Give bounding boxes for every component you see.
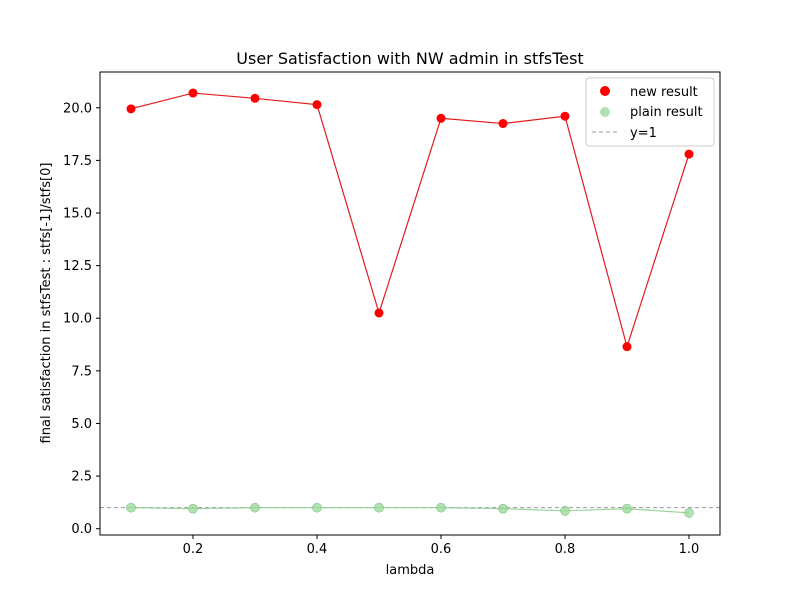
plot-area <box>100 88 720 518</box>
point-new-result <box>498 119 508 129</box>
legend-label-plain-result: plain result <box>630 105 703 120</box>
point-new-result <box>126 104 136 114</box>
x-axis-title: lambda <box>386 563 435 578</box>
point-plain-result <box>498 503 508 514</box>
y-axis-title: final satisfaction in stfsTest : stfs[-1… <box>39 163 54 444</box>
legend-marker-new-result <box>600 86 610 96</box>
point-new-result <box>312 100 322 110</box>
x-axis-ticks: 0.2 0.4 0.6 0.8 1.0 <box>183 535 700 557</box>
legend-label-reference-line: y=1 <box>630 126 657 141</box>
point-plain-result <box>560 505 570 516</box>
x-tick-label: 0.2 <box>183 542 204 557</box>
chart-title: User Satisfaction with NW admin in stfsT… <box>236 49 583 68</box>
y-tick-label: 5.0 <box>71 417 92 432</box>
y-tick-label: 7.5 <box>71 364 92 379</box>
point-plain-result <box>622 503 632 514</box>
point-plain-result <box>436 502 446 513</box>
plot-frame <box>99 71 721 536</box>
y-tick-label: 15.0 <box>63 207 92 222</box>
y-tick-label: 2.5 <box>71 470 92 485</box>
x-tick-label: 1.0 <box>679 542 700 557</box>
x-tick-label: 0.6 <box>431 542 452 557</box>
point-plain-result <box>126 502 136 513</box>
y-tick-label: 20.0 <box>63 101 92 116</box>
y-tick-label: 10.0 <box>63 312 92 327</box>
point-new-result <box>560 111 570 121</box>
legend-box <box>585 77 715 147</box>
point-new-result <box>188 88 198 98</box>
point-new-result <box>374 308 384 318</box>
y-tick-label: 17.5 <box>63 154 92 169</box>
y-tick-label: 12.5 <box>63 259 92 274</box>
legend-marker-plain-result <box>600 107 610 117</box>
point-new-result <box>622 342 632 352</box>
y-axis-ticks: 0.0 2.5 5.0 7.5 10.0 12.5 15.0 17.5 20.0 <box>63 101 100 537</box>
legend-label-new-result: new result <box>630 85 698 100</box>
y-tick-label: 0.0 <box>71 522 92 537</box>
point-plain-result <box>684 508 694 518</box>
point-new-result <box>436 113 446 123</box>
series-line-plain-result <box>130 507 690 514</box>
x-tick-label: 0.4 <box>307 542 328 557</box>
legend: new result plain result y=1 <box>585 77 715 147</box>
point-plain-result <box>188 503 198 514</box>
point-plain-result <box>312 502 322 513</box>
x-tick-label: 0.8 <box>555 542 576 557</box>
point-plain-result <box>374 502 384 513</box>
point-new-result <box>250 93 260 103</box>
point-new-result <box>684 149 694 159</box>
series-line-new-result <box>130 92 690 349</box>
point-plain-result <box>250 502 260 513</box>
series-layer <box>126 88 694 518</box>
